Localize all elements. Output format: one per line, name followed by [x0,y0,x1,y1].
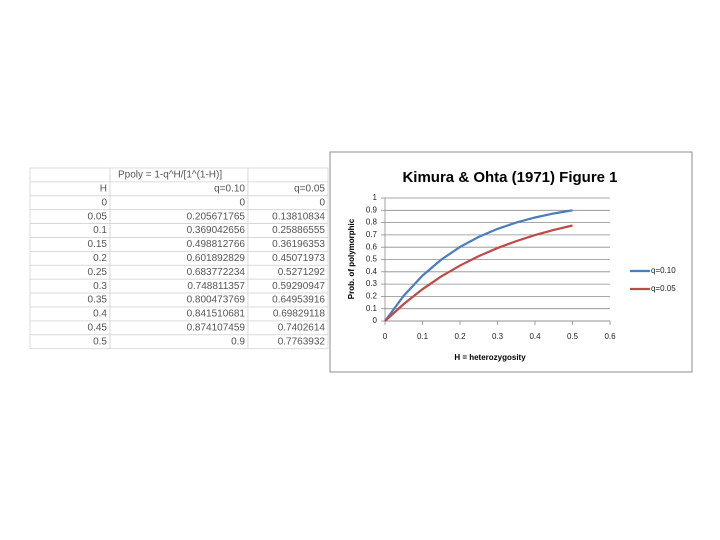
y-tick-label: 0.2 [366,292,378,301]
y-tick-label: 0.7 [366,230,378,239]
y-tick-label: 0.5 [366,255,378,264]
table-cell: 0.15 [88,239,108,250]
table-cell: 0.35 [88,295,108,306]
legend-label: q=0.10 [651,266,676,275]
cell [247,167,329,183]
series-line [384,224,573,322]
x-tick-label: 0.1 [417,332,429,341]
y-axis-label: Prob. of polymorphic [347,218,356,299]
y-tick-label: 0.4 [366,267,378,276]
table-cell: 0.5 [93,336,107,347]
table-cell: 0.59290947 [272,281,325,292]
table-cell: 0.841510681 [187,309,246,320]
cell [29,181,111,197]
y-tick-label: 0.8 [366,218,378,227]
table-cell: 0.874107459 [187,322,246,333]
x-tick-label: 0.2 [454,332,466,341]
legend-label: q=0.05 [651,284,676,293]
table-cell: 0.498812766 [187,239,246,250]
cell [247,334,329,350]
x-tick-label: 0.5 [567,332,579,341]
chart-title: Kimura & Ohta (1971) Figure 1 [402,169,617,186]
table-cell: 0 [319,197,325,208]
cell [109,195,249,211]
table-cell: 0.36196353 [272,239,325,250]
table-cell: 0.205671765 [187,211,246,222]
table-cell: 0.25886555 [272,225,325,236]
plot: 0 0.1 0.2 0.3 0.4 0.5 0.6 0.7 0.8 0.9 1 0 0.1 0.2 0.3 0… [366,193,676,341]
table-cell: 0.1 [93,225,107,236]
column-header: q=0.05 [294,183,325,194]
table-cell: 0.3 [93,281,107,292]
series-line [384,209,573,322]
x-axis-label: H = heterozygosity [454,353,526,362]
table-cell: 0.45071973 [272,253,325,264]
y-tick-label: 0 [373,316,378,325]
table-cell: 0.69829118 [273,309,326,320]
table-cell: 0.7402614 [278,322,326,333]
table-cell: 0.25 [88,267,108,278]
y-tick-label: 0.1 [366,304,378,313]
cell [29,195,111,211]
spreadsheet: Ppoly = 1-q^H/[1^(1-H)] H q=0.10 q=0.05 0 0 0 0… [29,167,329,350]
table-cell: 0.45 [88,322,108,333]
table-cell: 0.64953916 [272,295,325,306]
table-cell: 0.800473769 [187,295,246,306]
y-tick-label: 0.9 [366,205,378,214]
table-cell: 0.683772234 [187,267,246,278]
table-cell: 0.369042656 [187,225,246,236]
table-cell: 0.5271292 [278,267,326,278]
table-cell: 0 [239,197,245,208]
column-header: H [100,183,107,194]
cell [109,334,249,350]
cell [247,195,329,211]
x-tick-label: 0.3 [492,332,504,341]
x-tick-label: 0 [383,332,388,341]
table-cell: 0.7763932 [278,336,326,347]
y-tick-label: 0.6 [366,242,378,251]
table-cell: 0.13810834 [272,211,325,222]
table-cell: 0.2 [93,253,107,264]
x-tick-label: 0.4 [529,332,541,341]
y-tick-label: 1 [373,193,378,202]
table-cell: 0.748811357 [187,281,245,292]
table-cell: 0 [101,197,107,208]
column-header: q=0.10 [214,183,245,194]
formula-header: Ppoly = 1-q^H/[1^(1-H)] [118,170,222,181]
table-cell: 0.9 [231,336,245,347]
chart-frame [329,151,693,373]
table-cell: 0.4 [93,309,107,320]
x-tick-label: 0.6 [604,332,616,341]
table-cell: 0.601892829 [187,253,246,264]
cell [29,167,111,183]
table-cell: 0.05 [88,211,108,222]
y-tick-label: 0.3 [366,279,378,288]
